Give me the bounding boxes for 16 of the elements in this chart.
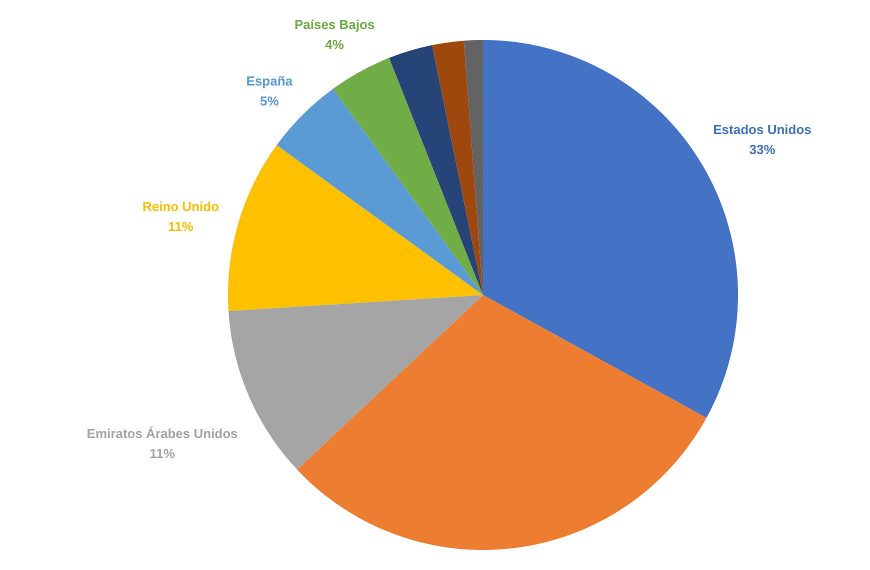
data-label: 11% (150, 446, 176, 461)
slice-label: Reino Unido (142, 199, 220, 214)
slice-label: Países Bajos (294, 17, 375, 32)
slice-label: España (246, 73, 294, 88)
slice-label: Estados Unidos (713, 122, 812, 137)
data-label: 5% (260, 93, 280, 108)
data-label: 4% (325, 37, 344, 52)
data-label: 11% (168, 219, 194, 234)
pie-slice (276, 88, 483, 295)
pie-slice (432, 40, 483, 295)
pie-slice (297, 295, 706, 550)
pie-slice (389, 45, 483, 295)
pie-slice (333, 58, 483, 295)
pie-slice (228, 145, 483, 312)
slice-label: Emiratos Árabes Unidos (86, 426, 238, 441)
data-label: 33% (749, 142, 776, 157)
